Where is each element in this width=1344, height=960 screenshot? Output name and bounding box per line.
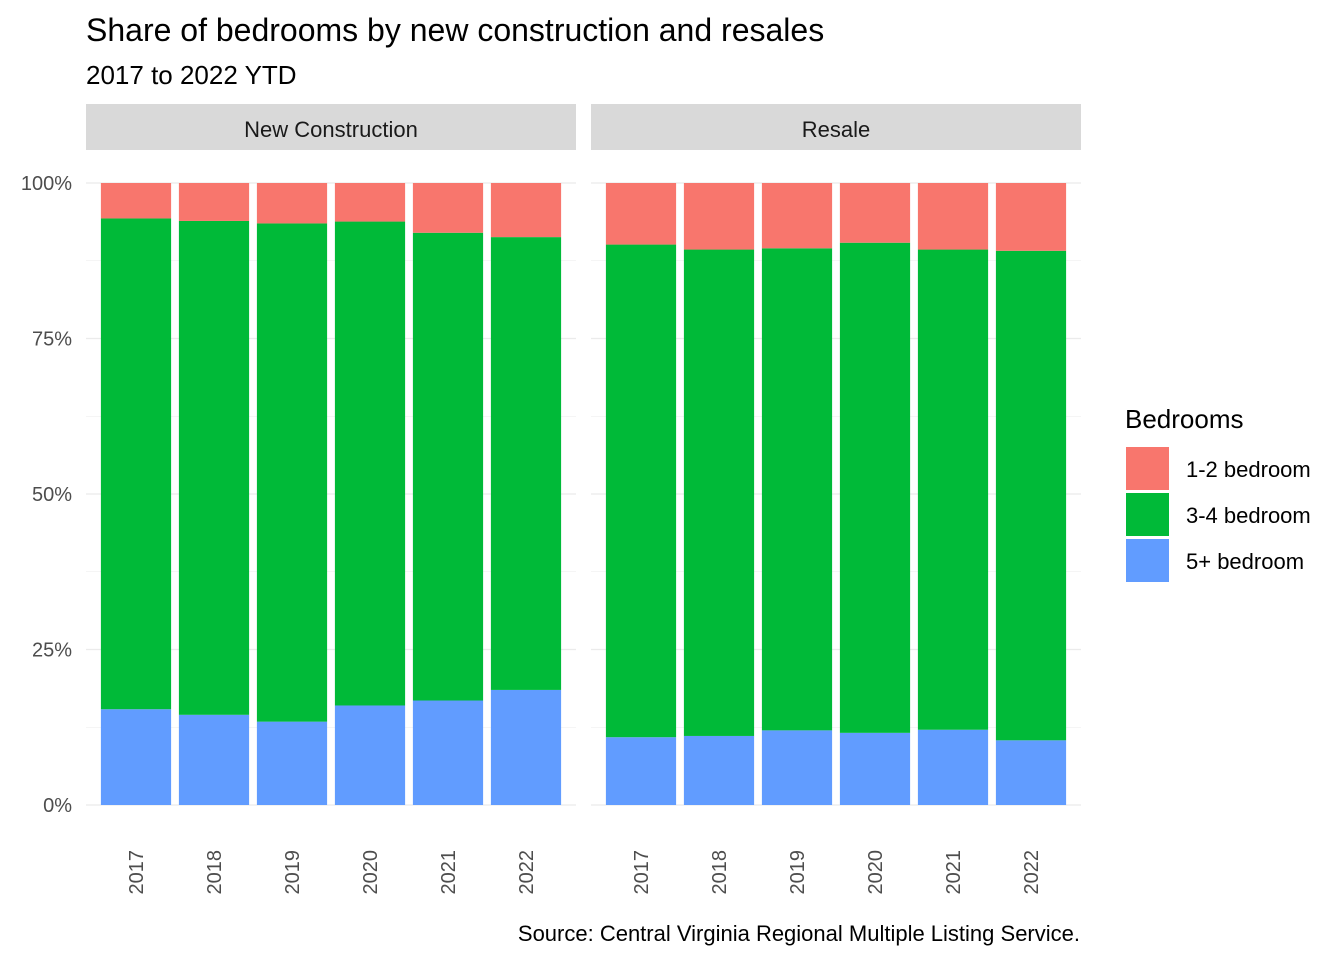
chart-title: Share of bedrooms by new construction an…: [86, 12, 824, 48]
legend-label: 5+ bedroom: [1186, 549, 1304, 574]
x-tick-label: 2017: [631, 850, 653, 895]
bar-segment: [683, 249, 755, 736]
x-tick-label: 2021: [438, 850, 460, 895]
y-tick-label: 0%: [43, 795, 72, 817]
bar-segment: [412, 183, 484, 233]
bar-segment: [334, 183, 406, 222]
facet-strip-label: Resale: [802, 117, 870, 142]
x-tick-label: 2020: [360, 850, 382, 895]
bar-segment: [334, 705, 406, 805]
bar-segment: [100, 183, 172, 219]
bar-segment: [683, 183, 755, 250]
facet-panel: Resale 2017 2018 2019 2020 2021 2022: [591, 104, 1081, 895]
legend: Bedrooms 1-2 bedroom 3-4 bedroom 5+ bedroo…: [1125, 404, 1311, 582]
y-tick-label: 75%: [32, 329, 72, 351]
bar-segment: [490, 689, 562, 805]
bar-segment: [178, 183, 250, 221]
y-tick-label: 50%: [32, 484, 72, 506]
x-tick-label: 2020: [865, 850, 887, 895]
bar-segment: [995, 250, 1067, 741]
x-tick-label: 2021: [943, 850, 965, 895]
bar-segment: [761, 730, 833, 805]
x-tick-label: 2019: [282, 850, 304, 895]
y-tick-label: 25%: [32, 640, 72, 662]
y-axis: 0% 25% 50% 75% 100%: [21, 173, 72, 817]
legend-key: [1126, 447, 1169, 490]
y-tick-label: 100%: [21, 173, 72, 195]
bar-segment: [605, 183, 677, 245]
bar-segment: [178, 220, 250, 715]
bar-segment: [100, 218, 172, 710]
bar-segment: [605, 244, 677, 738]
bar-segment: [683, 735, 755, 805]
x-tick-label: 2019: [787, 850, 809, 895]
bar-segment: [490, 237, 562, 690]
bar-segment: [917, 249, 989, 730]
legend-label: 3-4 bedroom: [1186, 503, 1311, 528]
bar-segment: [839, 183, 911, 243]
x-tick-label: 2017: [126, 850, 148, 895]
bar-segment: [490, 183, 562, 238]
bar-segment: [412, 700, 484, 805]
bar-segment: [995, 740, 1067, 805]
facet-panels: New Construction 2017 2018 2019 2020 2021 2022…: [86, 104, 1081, 895]
facet-strip: [591, 104, 1081, 150]
bar-segment: [917, 183, 989, 250]
legend-key: [1126, 493, 1169, 536]
bar-segment: [256, 183, 328, 224]
bar-segment: [334, 221, 406, 706]
chart-subtitle: 2017 to 2022 YTD: [86, 60, 297, 90]
bar-segment: [256, 223, 328, 722]
bar-segment: [605, 737, 677, 805]
chart-caption: Source: Central Virginia Regional Multip…: [518, 921, 1080, 946]
bar-segment: [761, 248, 833, 731]
legend-label: 1-2 bedroom: [1186, 457, 1311, 482]
bar-segment: [917, 729, 989, 805]
bar-segment: [761, 183, 833, 249]
bar-segment: [178, 714, 250, 805]
x-tick-label: 2022: [516, 850, 538, 895]
bar-segment: [412, 232, 484, 701]
bar-segment: [839, 732, 911, 805]
bar-segment: [100, 709, 172, 805]
x-tick-label: 2018: [709, 850, 731, 895]
x-tick-label: 2022: [1021, 850, 1043, 895]
facet-panel: New Construction 2017 2018 2019 2020 2021 2022: [86, 104, 576, 895]
facet-strip-label: New Construction: [244, 117, 418, 142]
legend-title: Bedrooms: [1125, 404, 1244, 434]
facet-strip: [86, 104, 576, 150]
x-tick-label: 2018: [204, 850, 226, 895]
bar-segment: [995, 183, 1067, 251]
legend-key: [1126, 539, 1169, 582]
bar-segment: [839, 242, 911, 733]
bar-segment: [256, 721, 328, 805]
